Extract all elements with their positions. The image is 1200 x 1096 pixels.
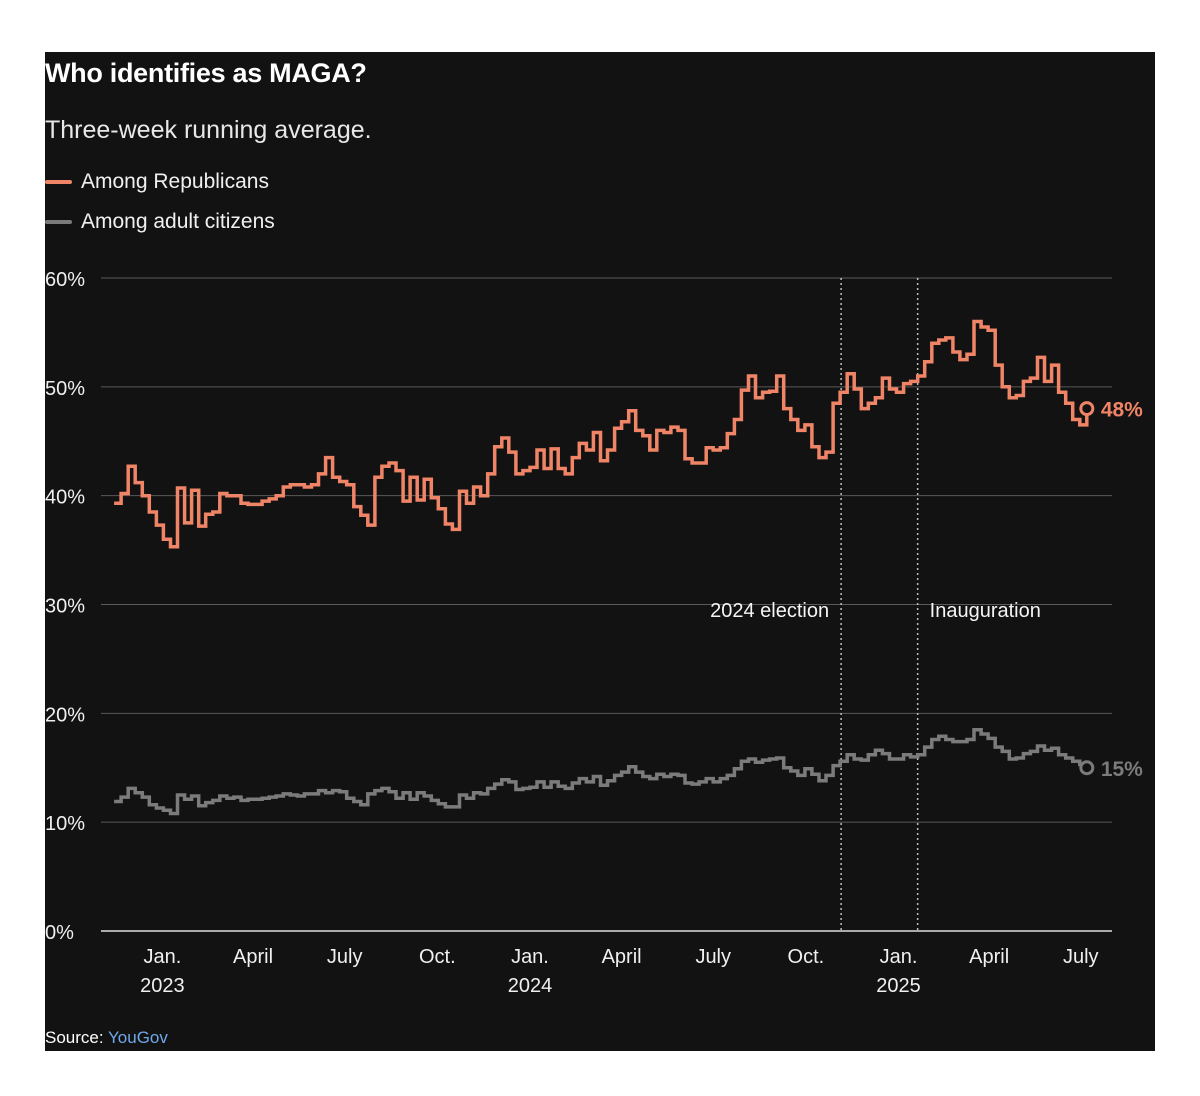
- annotation-label: Inauguration: [930, 600, 1041, 622]
- y-tick-label: 30%: [45, 596, 85, 618]
- chart-subtitle: Three-week running average.: [45, 116, 372, 144]
- x-tick-label: Jan.: [880, 946, 918, 968]
- x-tick-label: April: [233, 946, 273, 968]
- chart-panel: Who identifies as MAGA? Three-week runni…: [45, 52, 1155, 1051]
- legend-label-republicans: Among Republicans: [81, 170, 269, 193]
- x-tick-label: July: [1063, 946, 1099, 968]
- x-tick-year: 2024: [508, 975, 553, 997]
- x-tick-label: April: [969, 946, 1009, 968]
- legend-label-adults: Among adult citizens: [81, 210, 275, 233]
- source-note: Source: YouGov: [45, 1028, 168, 1048]
- annotation-label: 2024 election: [710, 600, 829, 622]
- y-tick-label: 60%: [45, 269, 85, 291]
- x-tick-year: 2025: [876, 975, 921, 997]
- series-line-adults: [114, 727, 1089, 816]
- x-tick-label: Oct.: [419, 946, 456, 968]
- line-chart: 0% 10% 20% 30% 40% 50% 60% Jan. 2023 April July Oct…: [45, 269, 1143, 997]
- series-end-label-republicans: 48%: [1101, 399, 1143, 422]
- source-prefix: Source:: [45, 1028, 104, 1047]
- y-tick-label: 50%: [45, 378, 85, 400]
- x-tick-label: Jan.: [511, 946, 549, 968]
- legend-swatch-adults: [45, 220, 72, 224]
- series-end-label-adults: 15%: [1101, 758, 1143, 781]
- x-tick-label: Oct.: [788, 946, 825, 968]
- x-tick-label: July: [327, 946, 363, 968]
- source-link[interactable]: YouGov: [108, 1028, 168, 1047]
- series-line-republicans: [114, 319, 1089, 549]
- legend-item-adults: Among adult citizens: [45, 209, 275, 235]
- series-end-marker-republicans: [1079, 401, 1095, 417]
- y-tick-label: 10%: [45, 813, 85, 835]
- y-tick-label: 40%: [45, 487, 85, 509]
- x-tick-label: July: [695, 946, 731, 968]
- x-tick-label: Jan.: [144, 946, 182, 968]
- legend-swatch-republicans: [45, 180, 72, 184]
- series-end-marker-adults: [1079, 760, 1095, 776]
- x-tick-year: 2023: [140, 975, 185, 997]
- x-tick-label: April: [602, 946, 642, 968]
- y-tick-label: 20%: [45, 704, 85, 726]
- legend-item-republicans: Among Republicans: [45, 169, 269, 195]
- chart-title: Who identifies as MAGA?: [45, 58, 367, 88]
- y-tick-label: 0%: [45, 922, 74, 944]
